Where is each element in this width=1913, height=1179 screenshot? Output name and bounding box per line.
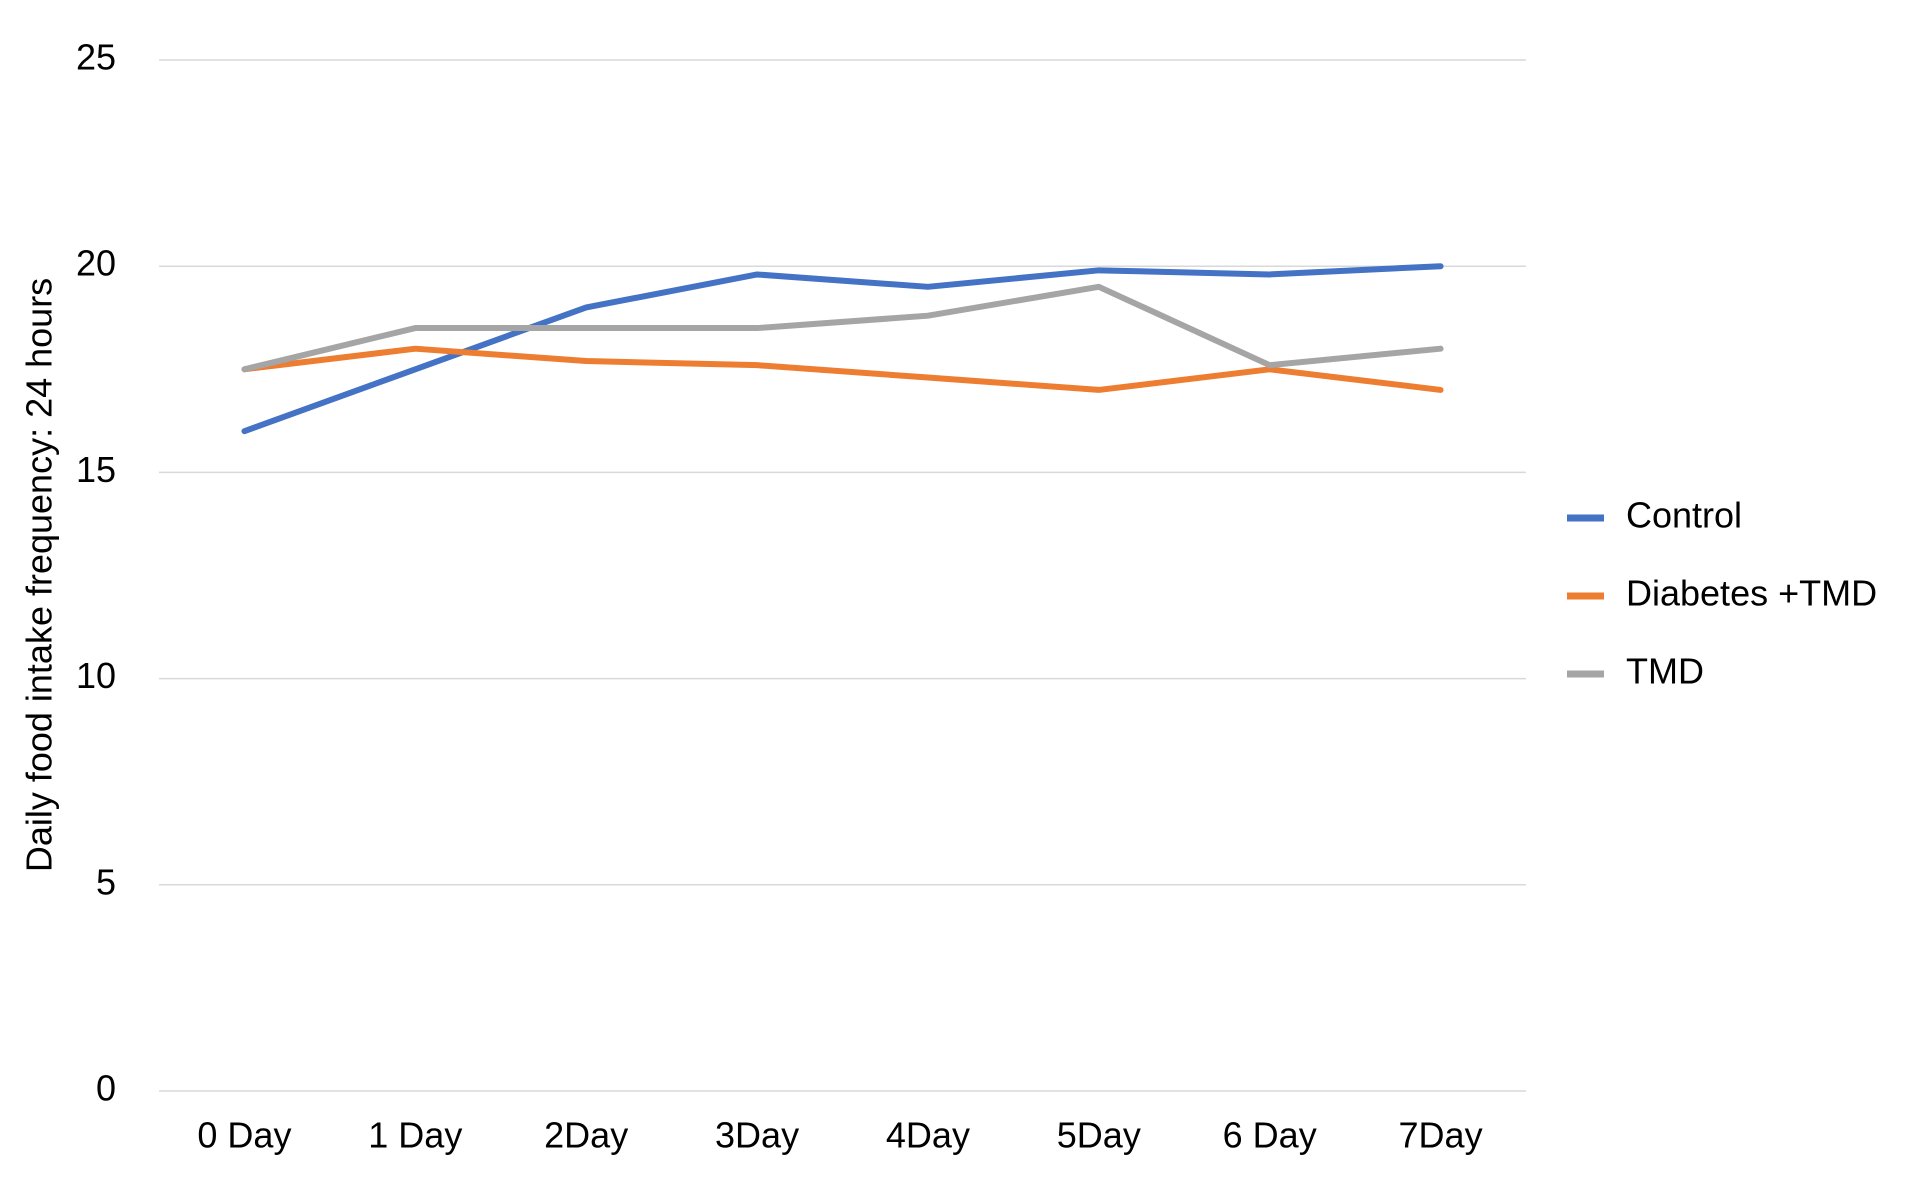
legend-label: Diabetes +TMD <box>1626 573 1877 614</box>
x-tick-label: 6 Day <box>1223 1115 1317 1156</box>
x-tick-label: 7Day <box>1399 1115 1483 1156</box>
y-tick-label: 25 <box>76 37 116 78</box>
x-tick-label: 2Day <box>544 1115 628 1156</box>
y-tick-label: 0 <box>96 1068 116 1109</box>
y-axis-title: Daily food intake frequency: 24 hours <box>19 278 60 872</box>
series-line <box>241 263 1444 435</box>
legend-label: Control <box>1626 495 1742 536</box>
x-tick-label: 3Day <box>715 1115 799 1156</box>
x-tick-label: 0 Day <box>197 1115 291 1156</box>
y-tick-label: 5 <box>96 861 116 902</box>
legend-label: TMD <box>1626 651 1704 692</box>
y-tick-label: 10 <box>76 655 116 696</box>
series-line <box>241 345 1444 393</box>
y-tick-label: 15 <box>76 449 116 490</box>
series-line <box>241 283 1444 373</box>
x-tick-label: 4Day <box>886 1115 970 1156</box>
x-tick-label: 1 Day <box>368 1115 462 1156</box>
x-tick-label: 5Day <box>1057 1115 1141 1156</box>
y-tick-label: 20 <box>76 243 116 284</box>
